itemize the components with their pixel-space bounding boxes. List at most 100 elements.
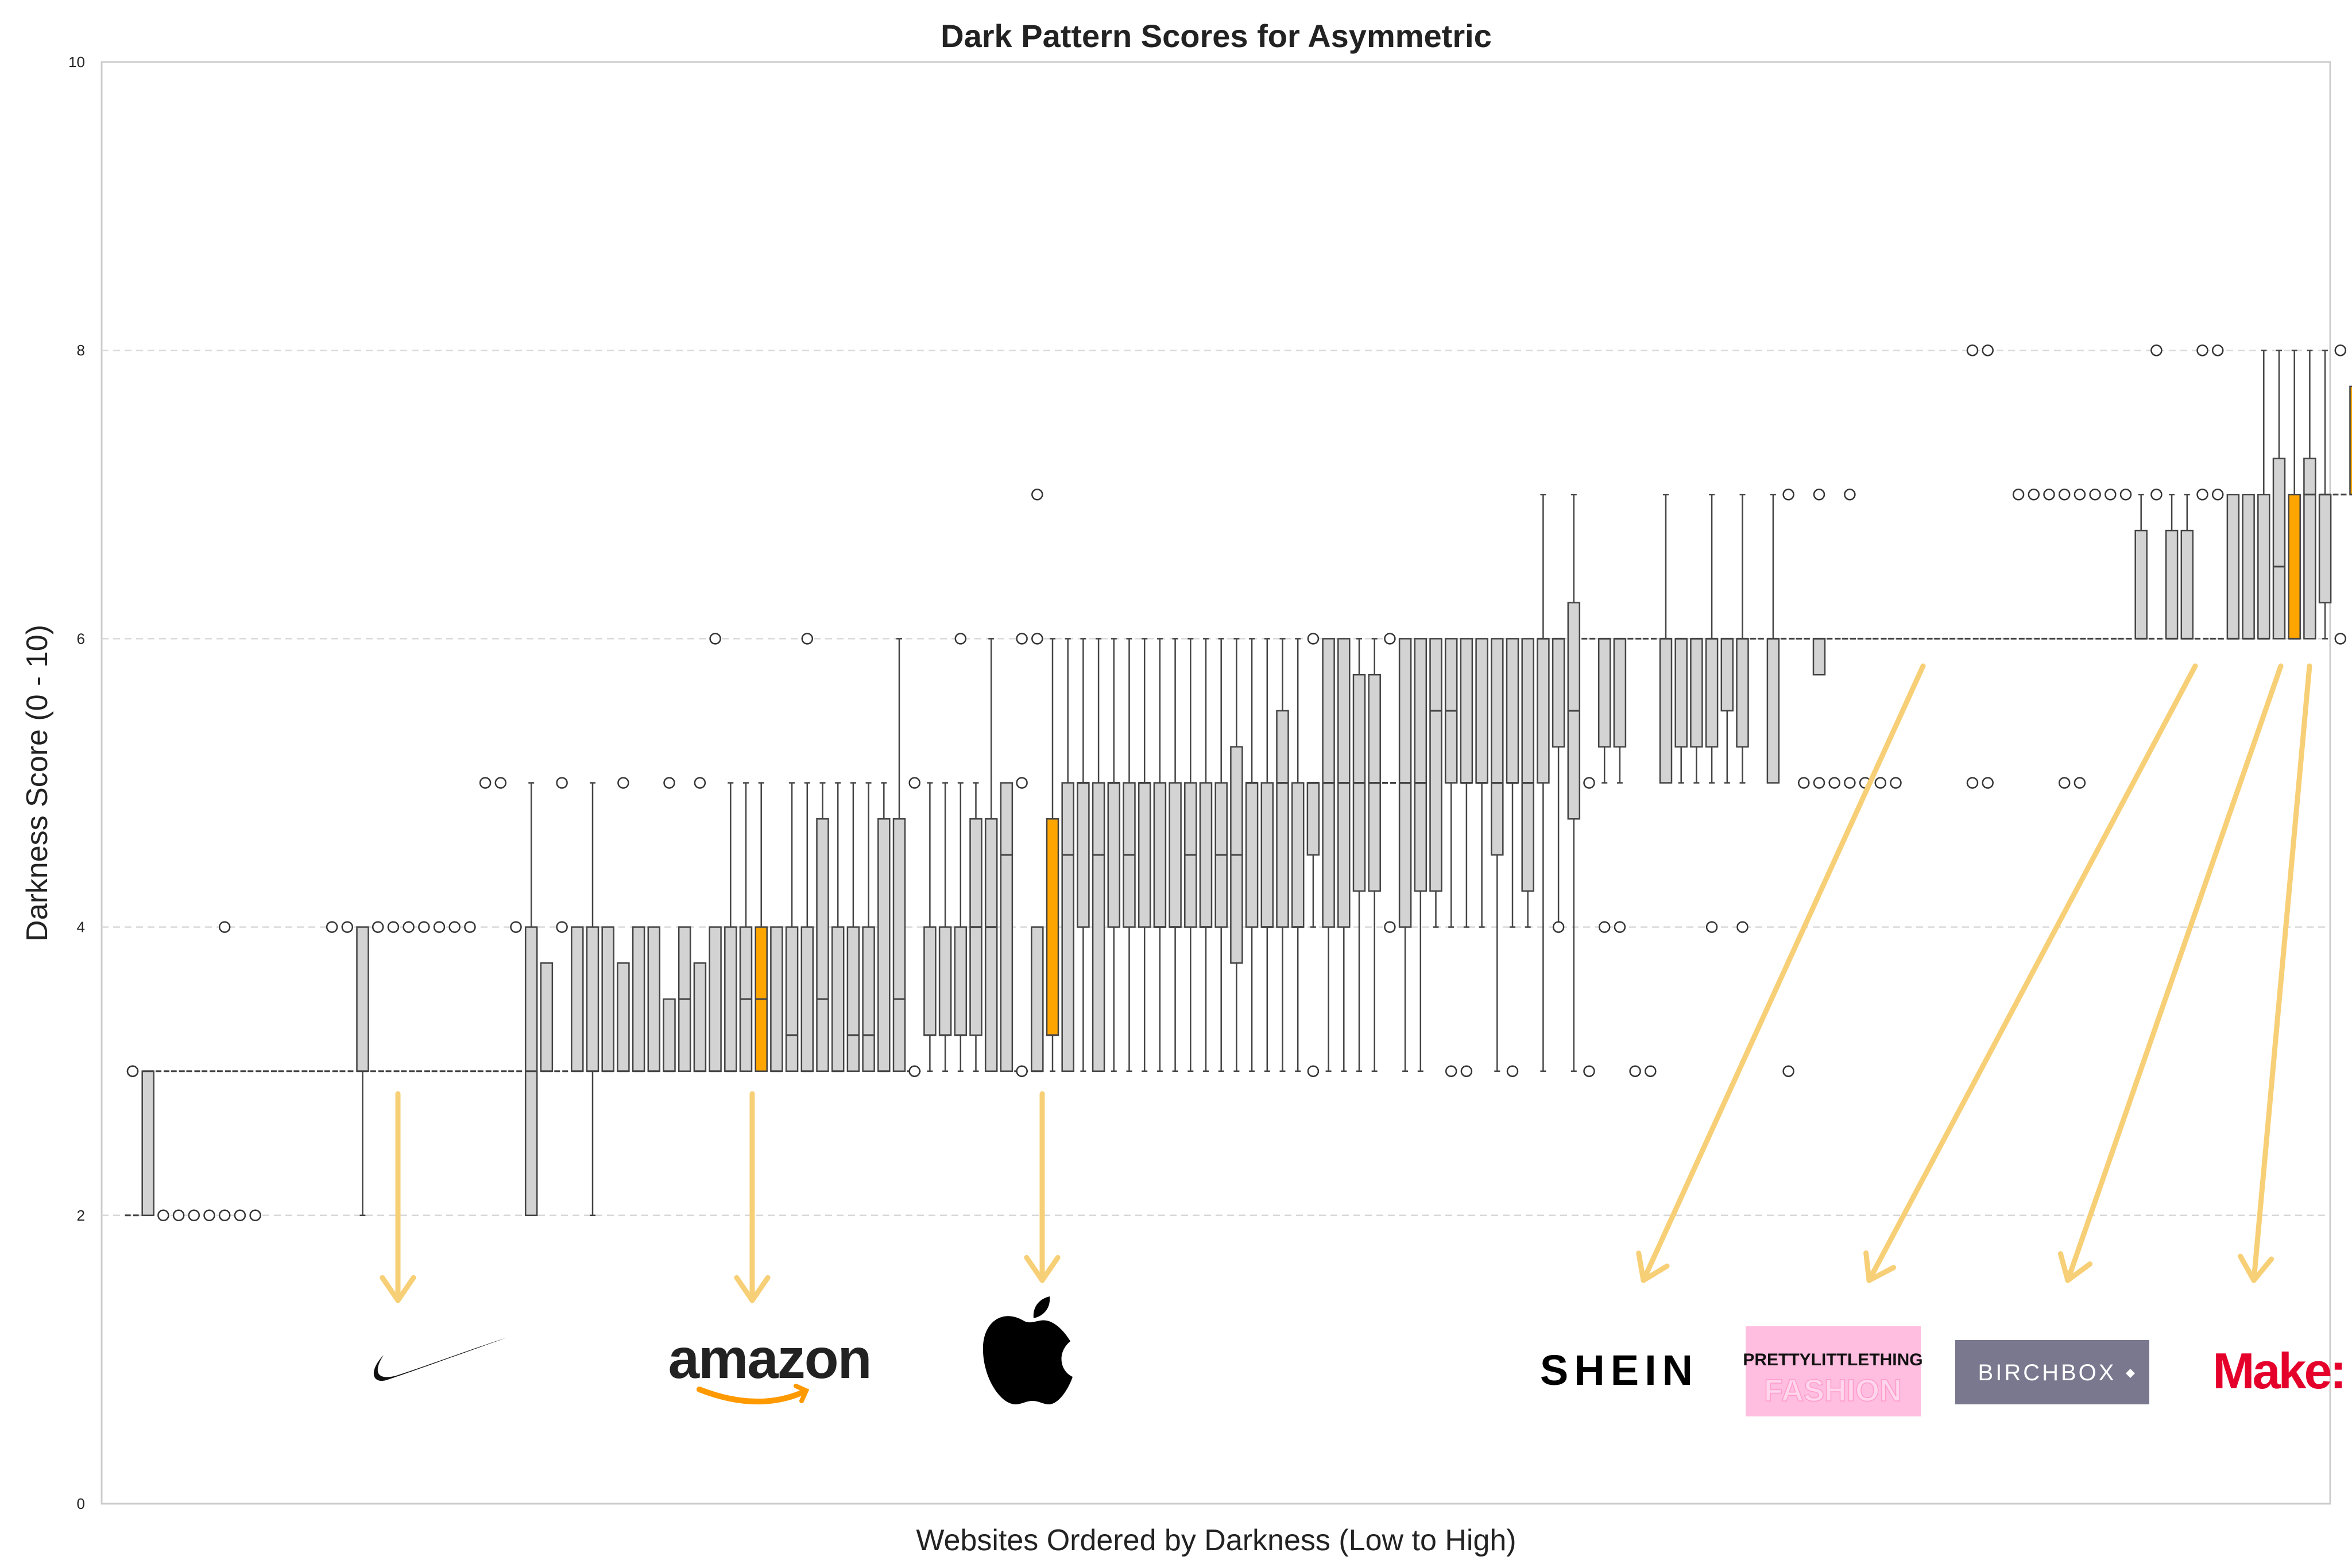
x-axis-label: Websites Ordered by Darkness (Low to Hig… (916, 1524, 1516, 1557)
outlier-point (1614, 921, 1626, 933)
box (693, 962, 707, 1072)
box (1046, 818, 1059, 1036)
box-group (1873, 637, 1889, 789)
box-group (2303, 349, 2316, 640)
box-group (2210, 344, 2226, 640)
box (1291, 782, 1305, 928)
outlier-point (1736, 921, 1748, 933)
arrow-head (1863, 1250, 1897, 1283)
outlier-point (801, 633, 814, 645)
outlier-point (188, 1209, 200, 1222)
box-group (816, 782, 829, 1072)
box-group (647, 926, 661, 1073)
box-group (385, 921, 401, 1073)
box (1521, 638, 1534, 892)
outlier-point (1966, 344, 1979, 357)
box (1276, 710, 1289, 928)
box (647, 926, 661, 1072)
box-group (1276, 638, 1289, 1072)
outlier-point (1307, 1065, 1320, 1077)
box-group (1613, 637, 1627, 933)
box-group (2288, 349, 2301, 640)
box (2288, 494, 2301, 640)
box (984, 818, 998, 1072)
box (571, 926, 584, 1072)
outlier-point (403, 921, 415, 933)
amazon-logo: amazon (668, 1327, 871, 1390)
box-group (1031, 489, 1044, 1073)
outlier-point (617, 777, 629, 789)
box (1705, 638, 1719, 748)
outlier-point (234, 1209, 246, 1222)
box-group (617, 777, 630, 1073)
box-group (862, 782, 875, 1072)
arrow-head (1636, 1250, 1670, 1283)
box-group (693, 777, 707, 1073)
outlier-point (203, 1209, 215, 1222)
box-group (1475, 638, 1488, 928)
outlier-point (1828, 777, 1840, 789)
box-group (800, 633, 814, 1073)
box (601, 926, 614, 1072)
outlier-point (1982, 344, 1994, 357)
box-group (571, 926, 584, 1073)
outlier-point (1966, 777, 1979, 789)
box-group (1368, 638, 1381, 1072)
outlier-point (1031, 633, 1043, 645)
box-group (846, 782, 860, 1072)
box-group (324, 921, 340, 1073)
y-axis-label: Darkness Score (0 - 10) (21, 625, 54, 942)
outlier-point (709, 633, 721, 645)
box-group (524, 782, 538, 1217)
outlier-point (1798, 777, 1810, 789)
box-group (1460, 638, 1473, 1077)
box-group (1964, 344, 1980, 789)
outlier-point (2150, 489, 2163, 501)
box-group (984, 638, 998, 1072)
box (1107, 782, 1121, 928)
make-logo: Make: (2212, 1342, 2344, 1399)
outlier-point (1506, 1065, 1519, 1077)
box-group (370, 921, 386, 1073)
box-group (2226, 494, 2240, 640)
outlier-point (2334, 344, 2347, 357)
box (1092, 782, 1105, 1072)
box-group (1827, 637, 1843, 789)
box (1613, 638, 1627, 748)
outlier-point (2028, 489, 2040, 501)
box-group (1642, 637, 1658, 1077)
box-group (2026, 489, 2042, 640)
birchbox-logo-bg (1955, 1340, 2149, 1404)
shein-logo: SHEIN (1540, 1346, 1699, 1394)
prettylittlething-fashion-text: FASHION (1764, 1373, 1902, 1408)
y-tick-label: 4 (77, 919, 85, 936)
box-group (1781, 489, 1796, 1077)
box-group (1230, 638, 1243, 1072)
outlier-point (1384, 633, 1396, 645)
arrow-shaft (2065, 663, 2284, 1283)
prettylittlething-logo: PRETTYLITTLETHING (1743, 1350, 1922, 1369)
outlier-point (2119, 489, 2132, 501)
box (846, 926, 860, 1072)
box (724, 926, 737, 1072)
outlier-point (372, 921, 384, 933)
box-group (247, 1070, 263, 1222)
box-group (755, 782, 768, 1072)
box-group (969, 782, 982, 1072)
outlier-point (2074, 777, 2086, 789)
box (617, 962, 630, 1072)
outlier-point (556, 777, 568, 789)
box-group (1567, 494, 1581, 1072)
box (1169, 782, 1182, 928)
outlier-point (2074, 489, 2086, 501)
outlier-point (1813, 489, 1825, 501)
outlier-point (2334, 633, 2347, 645)
box (1766, 638, 1780, 784)
outlier-point (510, 921, 522, 933)
arrow-head (734, 1275, 771, 1303)
annotation-arrow-nike (380, 1091, 416, 1303)
box-group (1214, 638, 1228, 1072)
outlier-point (1844, 777, 1856, 789)
outlier-point (1844, 489, 1856, 501)
box (2303, 458, 2316, 640)
